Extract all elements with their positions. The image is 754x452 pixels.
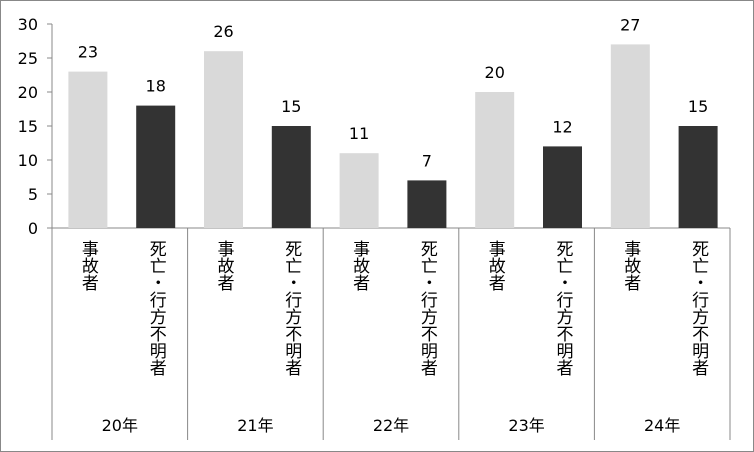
y-tick-label: 0 <box>28 219 38 238</box>
value-label: 26 <box>213 22 233 41</box>
value-label: 27 <box>620 15 640 34</box>
x-tick-label: 事故者 <box>78 240 99 291</box>
bar <box>136 105 176 228</box>
bar <box>271 126 311 228</box>
bar <box>678 126 718 228</box>
y-tick-label: 5 <box>28 185 38 204</box>
y-tick-label: 25 <box>18 49 38 68</box>
bar <box>543 146 582 228</box>
x-tick-label: 事故者 <box>349 240 370 291</box>
bar <box>407 180 447 228</box>
y-tick-label: 20 <box>18 83 38 102</box>
value-label: 12 <box>552 117 572 136</box>
y-tick-label: 10 <box>18 151 38 170</box>
bar <box>68 71 108 228</box>
value-label: 15 <box>688 97 708 116</box>
value-label: 15 <box>281 97 301 116</box>
value-label: 7 <box>422 151 432 170</box>
bar <box>610 44 650 229</box>
value-label: 18 <box>146 77 166 96</box>
value-label: 11 <box>349 124 369 143</box>
y-tick-label: 30 <box>18 15 38 34</box>
x-group-label: 24年 <box>644 416 680 435</box>
x-tick-label: 事故者 <box>485 240 506 291</box>
value-label: 23 <box>78 43 98 62</box>
bar <box>339 153 379 228</box>
x-tick-label: 死亡・行方不明者 <box>281 240 302 376</box>
bar <box>475 92 515 228</box>
y-tick-label: 15 <box>18 117 38 136</box>
bar <box>204 51 243 229</box>
x-tick-label: 死亡・行方不明者 <box>553 240 574 376</box>
x-group-label: 20年 <box>102 416 138 435</box>
x-tick-label: 死亡・行方不明者 <box>688 240 709 376</box>
x-tick-label: 事故者 <box>620 240 641 291</box>
x-group-label: 23年 <box>508 416 544 435</box>
x-tick-label: 死亡・行方不明者 <box>417 240 438 376</box>
x-tick-label: 死亡・行方不明者 <box>146 240 167 376</box>
x-tick-label: 事故者 <box>214 240 235 291</box>
value-label: 20 <box>485 63 505 82</box>
x-group-label: 22年 <box>373 416 409 435</box>
x-group-label: 21年 <box>237 416 273 435</box>
